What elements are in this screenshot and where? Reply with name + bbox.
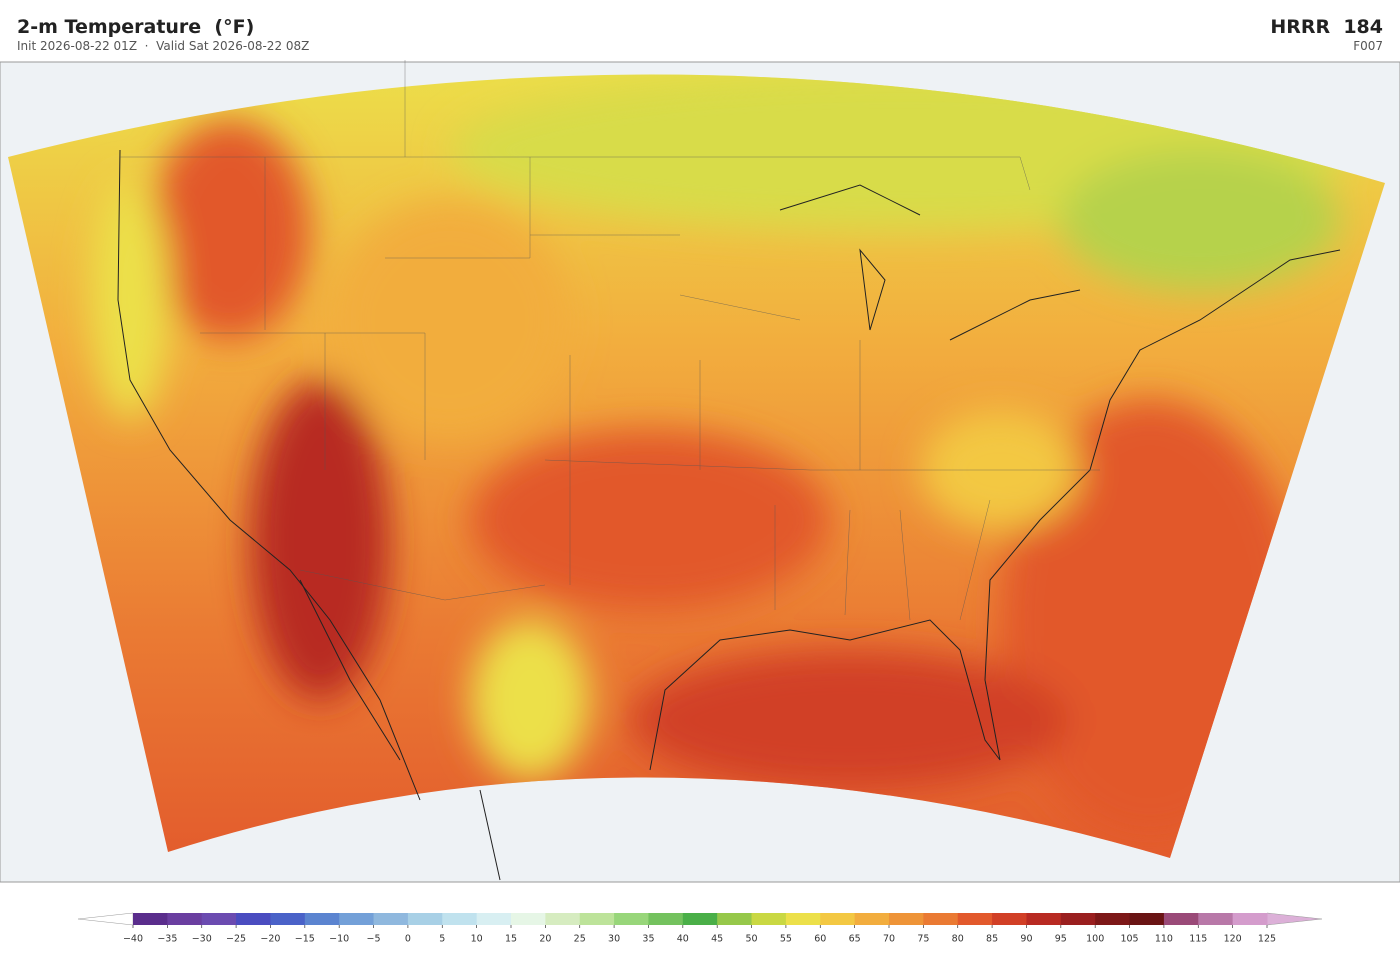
- colorbar-tick-label: 110: [1155, 934, 1173, 945]
- colorbar-segment: [442, 913, 478, 925]
- colorbar-tick-label: −40: [123, 934, 143, 945]
- colorbar-segment: [1026, 913, 1062, 925]
- colorbar-segment: [511, 913, 546, 925]
- colorbar-tick-label: 20: [539, 934, 551, 945]
- colorbar-tick-label: 15: [505, 934, 517, 945]
- colorbar-tick-label: 105: [1120, 934, 1138, 945]
- colorbar-tick-label: 125: [1258, 934, 1276, 945]
- colorbar-segment: [545, 913, 581, 925]
- forecast-hour: F007: [1353, 39, 1383, 53]
- colorbar-tick-label: 120: [1224, 934, 1242, 945]
- colorbar-tick-label: 45: [711, 934, 723, 945]
- colorbar-tick-label: −30: [192, 934, 212, 945]
- colorbar-tick-label: 115: [1189, 934, 1207, 945]
- colorbar-tick-label: 40: [677, 934, 689, 945]
- colorbar-segment: [373, 913, 409, 925]
- colorbar-segment: [820, 913, 856, 925]
- colorbar-tick-label: −20: [260, 934, 280, 945]
- colorbar-segment: [1129, 913, 1165, 925]
- colorbar-segment: [579, 913, 615, 925]
- colorbar-tick-label: −35: [157, 934, 177, 945]
- borders: [120, 60, 1100, 621]
- colorbar-tick-label: −5: [367, 934, 381, 945]
- colorbar-tick-label: 70: [883, 934, 895, 945]
- colorbar-over: [1266, 912, 1323, 926]
- colorbar-segment: [923, 913, 959, 925]
- colorbar-tick-label: 90: [1020, 934, 1032, 945]
- colorbar-tick-label: 25: [574, 934, 586, 945]
- colorbar-tick-label: −10: [329, 934, 349, 945]
- colorbar-tick-label: 85: [986, 934, 998, 945]
- colorbar-segment: [1095, 913, 1131, 925]
- colorbar-segment: [957, 913, 993, 925]
- colorbar-segment: [270, 913, 306, 925]
- colorbar-segment: [614, 913, 649, 925]
- colorbar-tick-label: −15: [295, 934, 315, 945]
- colorbar-segment: [682, 913, 718, 925]
- colorbar-tick-label: 80: [952, 934, 964, 945]
- colorbar-segment: [648, 913, 684, 925]
- model: HRRR 184: [1270, 16, 1383, 38]
- colorbar-tick-label: 30: [608, 934, 620, 945]
- colorbar-segment: [236, 913, 271, 925]
- colorbar-segment: [992, 913, 1027, 925]
- colorbar-tick-label: 10: [471, 934, 483, 945]
- colorbar-segment: [476, 913, 512, 925]
- colorbar-tick-label: 60: [814, 934, 826, 945]
- colorbar-segment: [1198, 913, 1234, 925]
- colorbar-segment: [201, 913, 237, 925]
- title: 2-m Temperature (°F): [17, 16, 255, 38]
- colorbar-tick-label: 50: [745, 934, 757, 945]
- colorbar-segment: [785, 913, 821, 925]
- colorbar-segment: [1232, 913, 1268, 925]
- colorbar-segment: [304, 913, 340, 925]
- colorbar-tick-label: 75: [917, 934, 929, 945]
- colorbar-tick-label: 100: [1086, 934, 1104, 945]
- colorbar-segment: [1163, 913, 1199, 925]
- colorbar-tick-label: 95: [1055, 934, 1067, 945]
- temperature-field: [8, 74, 1385, 858]
- colorbar-tick-label: 55: [780, 934, 792, 945]
- colorbar-segment: [1060, 913, 1096, 925]
- colorbar-tick-label: 5: [439, 934, 445, 945]
- colorbar-segment: [751, 913, 787, 925]
- colorbar-tick-label: −25: [226, 934, 246, 945]
- coastlines: [117, 149, 1341, 881]
- colorbar-segment: [854, 913, 890, 925]
- colorbar-segment: [717, 913, 753, 925]
- colorbar-tick-label: 65: [849, 934, 861, 945]
- colorbar-tick-label: 0: [405, 934, 411, 945]
- colorbar-segment: [889, 913, 924, 925]
- subtitle: Init 2026-08-22 01Z · Valid Sat 2026-08-…: [17, 39, 310, 53]
- colorbar-under: [77, 912, 134, 926]
- colorbar-segment: [133, 913, 168, 925]
- colorbar-tick-label: 35: [642, 934, 654, 945]
- colorbar-segment: [339, 913, 375, 925]
- colorbar-segment: [407, 913, 443, 925]
- colorbar-segment: [167, 913, 203, 925]
